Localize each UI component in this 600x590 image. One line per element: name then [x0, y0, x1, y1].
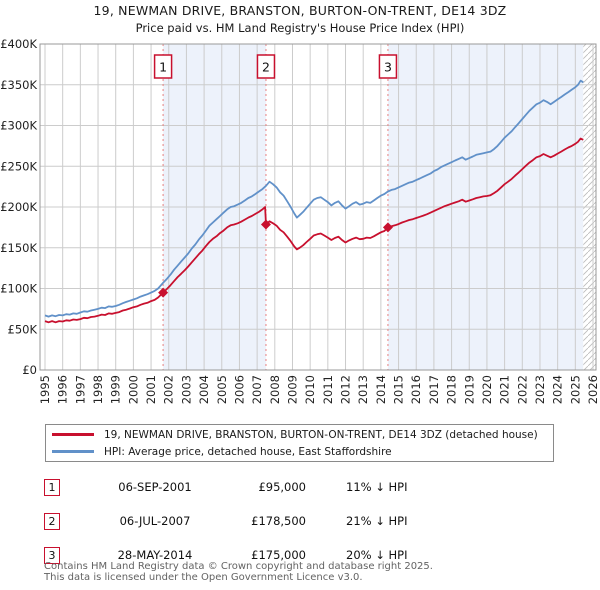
transaction-3-marker-badge: 3 — [44, 547, 60, 564]
svg-text:2019: 2019 — [462, 375, 476, 404]
svg-text:1995: 1995 — [38, 375, 52, 404]
svg-text:2008: 2008 — [268, 375, 282, 404]
svg-text:£50K: £50K — [8, 322, 38, 336]
legend-item-price-paid: 19, NEWMAN DRIVE, BRANSTON, BURTON-ON-TR… — [52, 428, 553, 442]
legend-label-price-paid: 19, NEWMAN DRIVE, BRANSTON, BURTON-ON-TR… — [104, 428, 538, 441]
svg-text:2026: 2026 — [586, 375, 600, 404]
chart-legend: 19, NEWMAN DRIVE, BRANSTON, BURTON-ON-TR… — [45, 424, 554, 462]
transaction-1-hpi-delta: 11% ↓ HPI — [346, 480, 408, 494]
transaction-3-price: £175,000 — [251, 548, 306, 562]
transaction-2-date: 06-JUL-2007 — [119, 514, 191, 528]
svg-text:£250K: £250K — [0, 159, 37, 173]
svg-text:2018: 2018 — [445, 375, 459, 404]
sale-1-marker-box — [153, 54, 173, 79]
svg-text:1: 1 — [159, 60, 167, 75]
svg-text:2001: 2001 — [144, 375, 158, 404]
transaction-row-1: 1 06-SEP-2001 £95,000 11% ↓ HPI — [44, 478, 564, 512]
svg-text:1998: 1998 — [91, 375, 105, 404]
svg-text:2016: 2016 — [409, 375, 423, 404]
svg-text:1996: 1996 — [56, 375, 70, 404]
svg-text:2014: 2014 — [374, 375, 388, 404]
svg-text:2017: 2017 — [427, 375, 441, 404]
svg-text:3: 3 — [384, 60, 392, 75]
svg-text:2007: 2007 — [250, 375, 264, 404]
svg-text:2011: 2011 — [321, 375, 335, 404]
svg-text:£350K: £350K — [0, 78, 37, 92]
sale-2-marker-box — [256, 54, 276, 79]
license-footer: Contains HM Land Registry data © Crown c… — [44, 561, 584, 583]
transaction-2-price: £178,500 — [251, 514, 306, 528]
svg-text:2: 2 — [262, 60, 270, 75]
price-paid-line-swatch — [52, 433, 94, 436]
sale-3-marker-box — [378, 54, 398, 79]
transaction-row-3: 3 28-MAY-2014 £175,000 20% ↓ HPI — [44, 546, 564, 580]
svg-text:2023: 2023 — [533, 375, 547, 404]
page-title: 19, NEWMAN DRIVE, BRANSTON, BURTON-ON-TR… — [93, 3, 507, 18]
hpi-line-swatch — [52, 450, 94, 453]
svg-text:£100K: £100K — [0, 282, 37, 296]
footer-line-2: This data is licensed under the Open Gov… — [44, 572, 363, 583]
svg-text:2010: 2010 — [303, 375, 317, 404]
svg-text:2003: 2003 — [179, 375, 193, 404]
svg-text:2002: 2002 — [162, 375, 176, 404]
transaction-1-price: £95,000 — [258, 480, 306, 494]
svg-text:2009: 2009 — [285, 375, 299, 404]
transaction-1-date: 06-SEP-2001 — [118, 480, 192, 494]
svg-text:2004: 2004 — [197, 375, 211, 404]
price_paid-line — [44, 137, 584, 324]
svg-text:2020: 2020 — [480, 375, 494, 404]
svg-text:2022: 2022 — [515, 375, 529, 404]
svg-text:1997: 1997 — [73, 375, 87, 404]
svg-text:2015: 2015 — [392, 375, 406, 404]
transaction-3-hpi-delta: 20% ↓ HPI — [346, 548, 408, 562]
svg-text:£200K: £200K — [0, 200, 37, 214]
hpi-line — [44, 79, 584, 318]
svg-text:2024: 2024 — [551, 375, 565, 404]
transaction-1-marker-badge: 1 — [44, 479, 60, 496]
legend-item-hpi: HPI: Average price, detached house, East… — [52, 445, 553, 459]
svg-text:2013: 2013 — [356, 375, 370, 404]
svg-text:1999: 1999 — [109, 375, 123, 404]
sale-1-diamond — [158, 287, 169, 298]
svg-text:2005: 2005 — [215, 375, 229, 404]
svg-text:2000: 2000 — [126, 375, 140, 404]
page-subtitle: Price paid vs. HM Land Registry's House … — [135, 21, 465, 35]
legend-label-hpi: HPI: Average price, detached house, East… — [104, 445, 392, 458]
svg-text:2006: 2006 — [232, 375, 246, 404]
svg-text:2021: 2021 — [498, 375, 512, 404]
svg-text:£400K: £400K — [0, 37, 37, 51]
transaction-row-2: 2 06-JUL-2007 £178,500 21% ↓ HPI — [44, 512, 564, 546]
svg-text:£150K: £150K — [0, 241, 37, 255]
price-history-chart: 1 2 3 £0 £50K £100K £150K £200K £250K £300K £350K £… — [0, 37, 600, 404]
transaction-2-marker-badge: 2 — [44, 513, 60, 530]
svg-text:2012: 2012 — [339, 375, 353, 404]
svg-text:£300K: £300K — [0, 119, 37, 133]
transaction-2-hpi-delta: 21% ↓ HPI — [346, 514, 408, 528]
svg-text:£0: £0 — [22, 363, 37, 377]
sale-2-diamond — [260, 219, 271, 230]
svg-text:2025: 2025 — [568, 375, 582, 404]
transactions-table: 1 06-SEP-2001 £95,000 11% ↓ HPI 2 06-JUL… — [44, 478, 564, 580]
footer-line-1: Contains HM Land Registry data © Crown c… — [44, 561, 433, 572]
sale-3-diamond — [382, 222, 393, 233]
transaction-3-date: 28-MAY-2014 — [117, 548, 193, 562]
